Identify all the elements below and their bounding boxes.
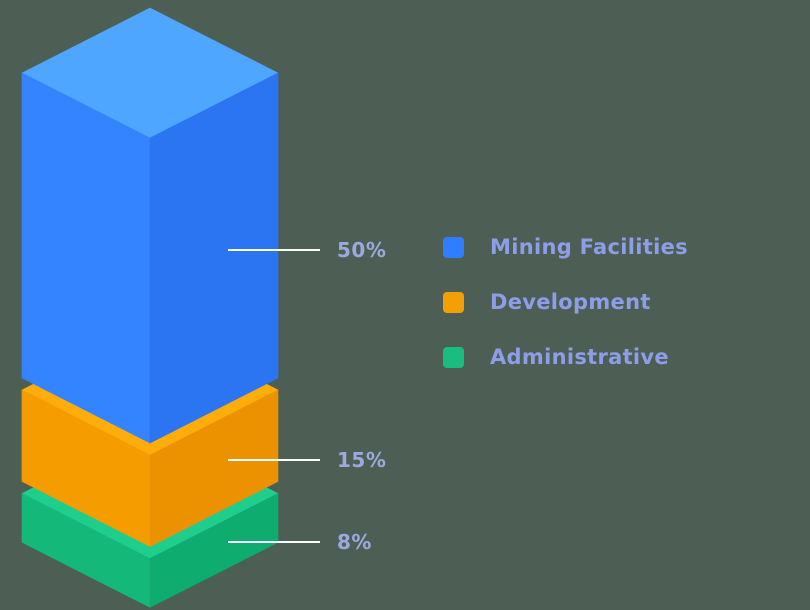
legend-swatch-icon	[443, 291, 464, 313]
leader-line	[228, 459, 320, 462]
legend-swatch-icon	[443, 346, 464, 368]
legend-label: Mining Facilities	[490, 235, 688, 259]
value-label: 15%	[337, 448, 387, 473]
segment-0-right-face	[149, 72, 279, 444]
legend: Mining Facilities Development Administra…	[443, 230, 688, 374]
legend-swatch-icon	[443, 236, 464, 258]
value-callout-administrative: 8%	[228, 528, 372, 556]
value-label: 50%	[337, 237, 387, 262]
value-callout-mining: 50%	[228, 236, 386, 264]
leader-line	[228, 248, 320, 251]
leader-line	[228, 541, 320, 544]
value-callout-development: 15%	[228, 446, 386, 474]
legend-label: Administrative	[490, 345, 669, 369]
value-label: 8%	[337, 530, 372, 555]
legend-item-administrative: Administrative	[443, 340, 688, 374]
legend-item-mining-facilities: Mining Facilities	[443, 230, 688, 264]
segment-2-right-face	[149, 493, 279, 608]
legend-item-development: Development	[443, 285, 688, 319]
segment-1-right-face	[149, 389, 279, 547]
legend-label: Development	[490, 290, 651, 314]
segment-0-left-face	[21, 72, 151, 444]
